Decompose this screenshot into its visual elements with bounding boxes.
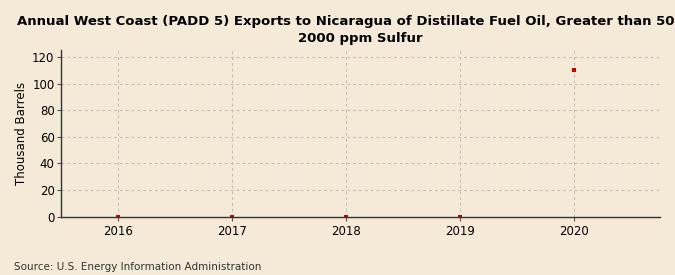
- Y-axis label: Thousand Barrels: Thousand Barrels: [15, 82, 28, 185]
- Title: Annual West Coast (PADD 5) Exports to Nicaragua of Distillate Fuel Oil, Greater : Annual West Coast (PADD 5) Exports to Ni…: [18, 15, 675, 45]
- Text: Source: U.S. Energy Information Administration: Source: U.S. Energy Information Administ…: [14, 262, 261, 272]
